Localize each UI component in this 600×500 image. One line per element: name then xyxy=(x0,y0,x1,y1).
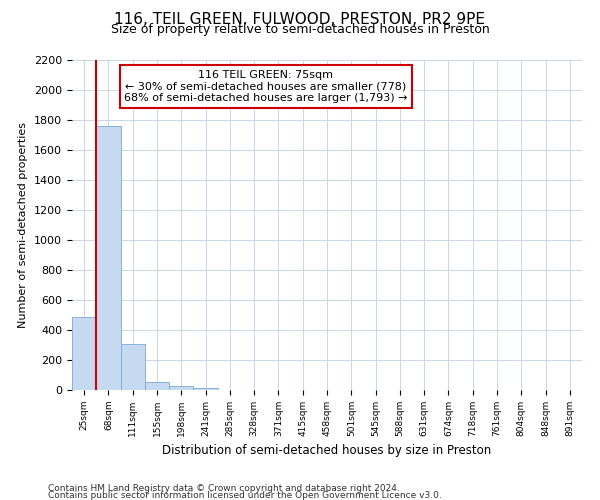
Bar xyxy=(72,316,96,390)
Y-axis label: Number of semi-detached properties: Number of semi-detached properties xyxy=(19,122,28,328)
Bar xyxy=(193,388,218,390)
X-axis label: Distribution of semi-detached houses by size in Preston: Distribution of semi-detached houses by … xyxy=(163,444,491,458)
Text: Contains HM Land Registry data © Crown copyright and database right 2024.: Contains HM Land Registry data © Crown c… xyxy=(48,484,400,493)
Bar xyxy=(96,126,121,390)
Bar xyxy=(145,382,169,390)
Text: 116, TEIL GREEN, FULWOOD, PRESTON, PR2 9PE: 116, TEIL GREEN, FULWOOD, PRESTON, PR2 9… xyxy=(115,12,485,28)
Text: 116 TEIL GREEN: 75sqm
← 30% of semi-detached houses are smaller (778)
68% of sem: 116 TEIL GREEN: 75sqm ← 30% of semi-deta… xyxy=(124,70,407,103)
Bar xyxy=(121,344,145,390)
Text: Contains public sector information licensed under the Open Government Licence v3: Contains public sector information licen… xyxy=(48,490,442,500)
Bar xyxy=(169,386,193,390)
Text: Size of property relative to semi-detached houses in Preston: Size of property relative to semi-detach… xyxy=(110,22,490,36)
